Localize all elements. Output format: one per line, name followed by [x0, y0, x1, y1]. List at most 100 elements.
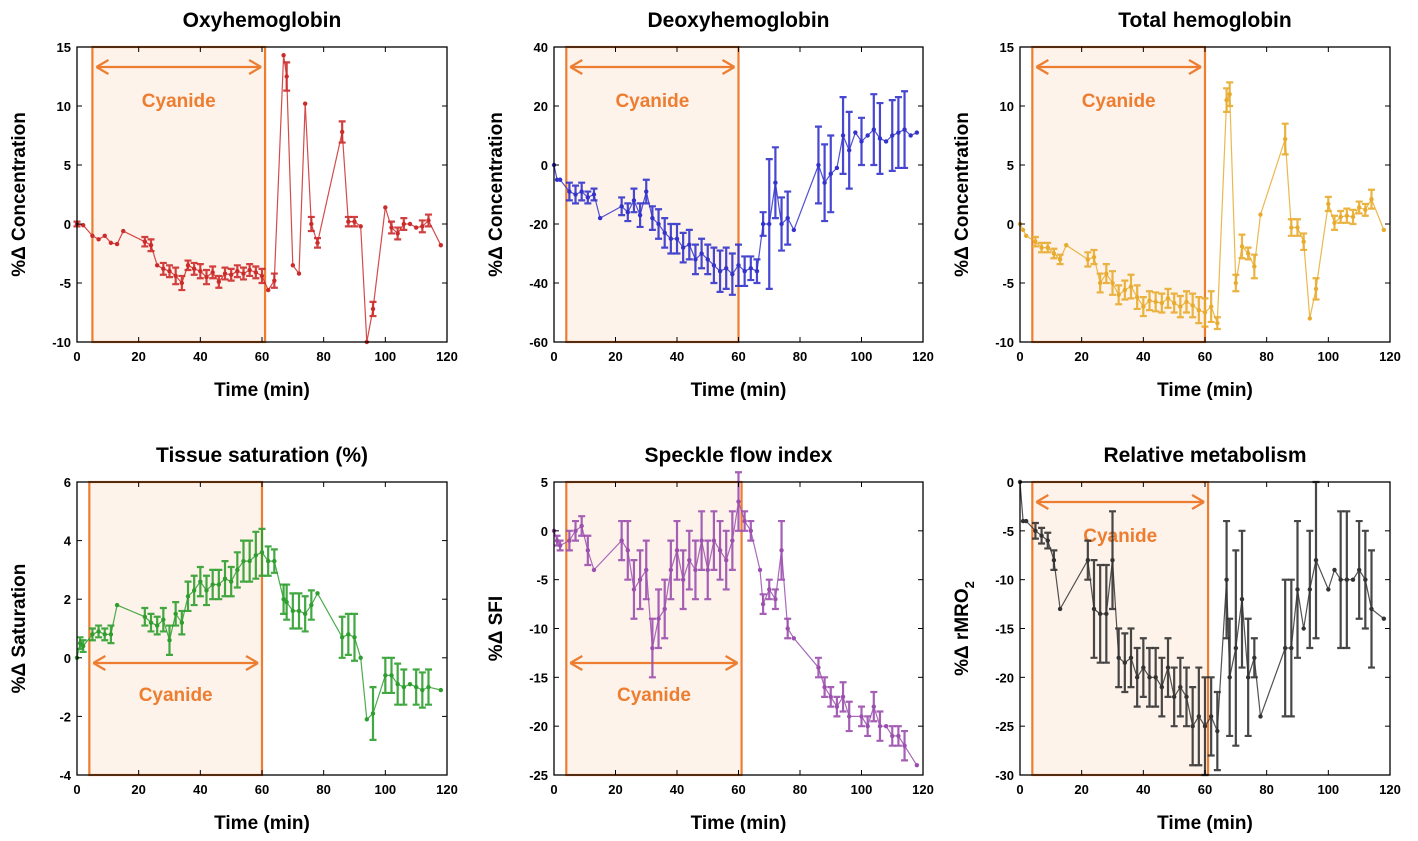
- data-point: [1039, 533, 1044, 538]
- y-tick-label: 10: [1000, 99, 1014, 114]
- data-point: [902, 743, 907, 748]
- data-point: [644, 189, 649, 194]
- data-point: [148, 243, 154, 248]
- data-point: [1369, 197, 1374, 202]
- data-point: [840, 694, 846, 700]
- data-point: [315, 591, 320, 596]
- data-point: [693, 257, 698, 262]
- data-point: [1208, 714, 1214, 719]
- data-point: [352, 219, 357, 224]
- data-point: [890, 733, 895, 739]
- data-point: [567, 538, 572, 543]
- chart-title: Relative metabolism: [1103, 444, 1306, 467]
- data-point: [742, 269, 747, 274]
- data-point: [167, 638, 172, 643]
- x-tick-label: 20: [1074, 782, 1088, 797]
- y-axis-label: %Δ Concentration: [486, 112, 507, 277]
- data-point: [631, 198, 637, 203]
- data-point: [680, 577, 686, 582]
- data-point: [902, 127, 907, 132]
- data-point: [585, 195, 591, 200]
- data-point: [1091, 606, 1097, 612]
- data-point: [779, 221, 784, 227]
- x-tick-label: 60: [255, 782, 269, 797]
- data-point: [191, 588, 197, 593]
- data-point: [591, 192, 597, 197]
- data-point: [253, 553, 259, 558]
- y-tick-label: 2: [64, 592, 71, 607]
- data-point: [859, 714, 864, 719]
- y-tick-label: -10: [995, 335, 1014, 350]
- data-point: [358, 224, 363, 229]
- data-point: [1033, 239, 1038, 244]
- data-point: [204, 274, 209, 280]
- data-point: [877, 136, 883, 141]
- arrowhead-right-icon: [1191, 494, 1205, 510]
- data-point: [401, 684, 407, 690]
- data-point: [154, 263, 160, 268]
- data-point: [302, 101, 308, 106]
- data-point: [1165, 296, 1171, 301]
- y-tick-label: -30: [995, 768, 1014, 783]
- data-point: [1190, 303, 1195, 308]
- chart-title: Speckle flow index: [645, 444, 833, 467]
- data-point: [108, 240, 114, 246]
- data-point: [1159, 684, 1165, 690]
- arrowhead-right-icon: [721, 59, 736, 75]
- y-tick-label: 10: [57, 99, 71, 114]
- data-point: [1134, 675, 1140, 680]
- data-point: [656, 616, 661, 621]
- cyanide-region: [565, 480, 743, 777]
- data-point: [1190, 723, 1195, 729]
- y-axis-label-subscript: 2: [962, 581, 977, 588]
- data-point: [222, 271, 228, 276]
- data-point: [1051, 557, 1057, 563]
- data-point: [748, 528, 753, 534]
- x-tick-label: 80: [316, 782, 330, 797]
- data-point: [1289, 225, 1294, 230]
- arrowhead-left-icon: [569, 655, 583, 671]
- y-tick-label: -4: [59, 768, 71, 783]
- data-point: [1252, 264, 1257, 269]
- data-point: [791, 636, 797, 641]
- data-point: [736, 499, 741, 504]
- data-point: [687, 242, 692, 247]
- data-point: [114, 241, 120, 247]
- y-tick-label: -10: [52, 335, 71, 350]
- data-point: [1122, 287, 1128, 293]
- data-point: [281, 53, 286, 58]
- y-tick-label: 0: [64, 651, 71, 666]
- x-tick-label: 60: [255, 349, 269, 364]
- y-tick-label: 0: [541, 158, 548, 173]
- x-tick-label: 40: [193, 782, 207, 797]
- data-point: [662, 230, 667, 236]
- data-point: [1178, 304, 1183, 309]
- x-tick-label: 120: [1379, 349, 1401, 364]
- y-tick-label: 0: [64, 217, 71, 232]
- data-point: [204, 588, 209, 593]
- data-point: [865, 133, 870, 138]
- data-point: [597, 215, 603, 221]
- x-tick-label: 60: [731, 349, 745, 364]
- data-point: [167, 269, 172, 274]
- data-point: [1307, 587, 1313, 592]
- x-tick-label: 100: [851, 349, 873, 364]
- data-point: [674, 548, 680, 553]
- data-point: [148, 620, 154, 625]
- data-point: [760, 221, 766, 227]
- x-tick-label: 40: [670, 349, 684, 364]
- data-point: [1064, 243, 1069, 248]
- data-point: [1258, 714, 1263, 719]
- data-point: [1178, 684, 1183, 690]
- arrowhead-right-icon: [1188, 59, 1202, 75]
- data-point: [364, 717, 370, 722]
- y-tick-label: -15: [529, 670, 548, 685]
- chart-panel: Deoxyhemoglobin Cyanide 0 20 40 60 80 100 120 -60…: [486, 9, 934, 401]
- cyanide-label: Cyanide: [617, 685, 691, 706]
- data-point: [625, 210, 630, 215]
- data-point: [705, 257, 710, 262]
- cyanide-label: Cyanide: [1083, 526, 1157, 547]
- arrowhead-left-icon: [569, 59, 583, 75]
- y-tick-label: -25: [529, 768, 548, 783]
- x-tick-label: 0: [550, 349, 557, 364]
